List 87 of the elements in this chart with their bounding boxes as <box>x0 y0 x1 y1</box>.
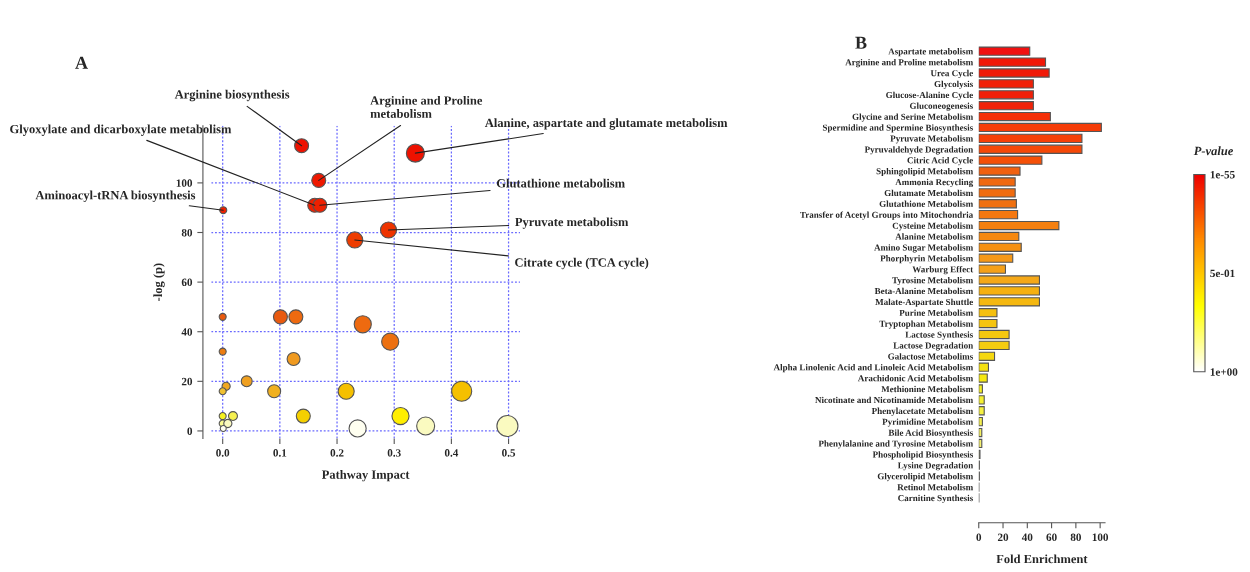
color-bar-label: 5e-01 <box>1210 269 1235 278</box>
y-tick-label: Phenylalanine and Tyrosine Metabolism <box>818 440 974 449</box>
annotation: Arginine biosynthesis <box>174 89 290 102</box>
y-tick-label: Ammonia Recycling <box>895 178 974 188</box>
x-tick-label: 20 <box>997 533 1009 542</box>
y-tick-label: 60 <box>181 278 193 287</box>
annotation: Arginine and Proline metabolism <box>370 95 483 118</box>
y-tick-label: 100 <box>176 179 193 187</box>
y-tick-label: 20 <box>181 377 193 386</box>
y-tick-label: Galactose Metabolims <box>888 353 973 360</box>
x-tick-label: 0.4 <box>444 449 459 457</box>
y-tick-label: Alanine Metabolism <box>895 233 974 240</box>
x-tick-label: 0.5 <box>502 449 516 457</box>
y-tick-label: Arachidonic Acid Metabolism <box>857 374 974 382</box>
y-tick-label: Bile Acid Biosynthesis <box>888 429 973 438</box>
annotation: Citrate cycle (TCA cycle) <box>515 257 649 270</box>
y-tick-label: Cysteine Metabolism <box>892 222 974 231</box>
y-tick-label: Glucose-Alanine Cycle <box>886 91 973 100</box>
y-tick-label: Pyruvaldehyde Degradation <box>864 146 974 155</box>
y-tick-label: Beta-Alanine Metabolism <box>874 287 974 295</box>
y-tick-label: Phospholipid Biosynthesis <box>872 451 973 460</box>
y-tick-label: Phenylacetate Metabolism <box>871 407 974 416</box>
y-tick-label: 80 <box>181 228 193 237</box>
y-tick-label: Carnitine Synthesis <box>898 494 973 503</box>
y-tick-label: Lactose Degradation <box>893 342 974 351</box>
y-tick-label: Tryptophan Metabolism <box>879 320 974 329</box>
y-tick-label: Amino Sugar Metabolism <box>874 244 974 253</box>
y-tick-label: Sphingolipid Metabolism <box>876 167 974 177</box>
color-bar-label: 1e+00 <box>1210 368 1238 376</box>
annotation: Pyruvate metabolism <box>515 217 629 229</box>
y-tick-label: Tyrosine Metabolism <box>892 276 974 286</box>
y-tick-label: Glycerolipid Metabolism <box>877 472 974 482</box>
y-tick-label: Urea Cycle <box>930 69 973 79</box>
y-tick-label: Transfer of Acetyl Groups into Mitochondria <box>800 211 974 220</box>
y-tick-label: Spermidine and Spermine Biosynthesis <box>822 124 973 133</box>
annotation: Alanine, aspartate and glutamate metabolism <box>484 118 728 130</box>
y-axis-title: -log (p) <box>153 263 165 301</box>
y-tick-label: Glutamate Metabolism <box>884 189 974 197</box>
x-axis-title: Pathway Impact <box>321 469 410 482</box>
x-tick-label: 80 <box>1070 533 1081 542</box>
y-tick-label: Nicotinate and Nicotinamide Metabolism <box>815 396 974 404</box>
bar <box>978 122 1102 133</box>
chart-title: A <box>75 56 88 69</box>
x-tick-label: 0.3 <box>387 449 401 457</box>
y-tick-label: Lysine Degradation <box>897 462 974 471</box>
x-tick-label: 60 <box>1046 533 1057 542</box>
annotation: Glyoxylate and dicarboxylate metabolism <box>10 124 232 136</box>
bar <box>978 318 998 329</box>
y-tick-label: Glutathione Metabolism <box>879 200 974 207</box>
x-axis-title: Fold Enrichment <box>996 554 1088 564</box>
y-tick-label: Gluconeogenesis <box>909 102 973 111</box>
y-tick-label: Purine Metabolism <box>899 309 974 316</box>
y-tick-label: Aspartate metabolism <box>888 48 974 57</box>
y-tick-label: Warburg Effect <box>912 265 974 275</box>
y-tick-label: Malate-Aspartate Shuttle <box>875 298 973 307</box>
annotation: Glutathione metabolism <box>496 178 625 188</box>
x-tick-label: 0.0 <box>216 449 230 457</box>
y-tick-label: Glycolysis <box>934 80 973 89</box>
y-tick-label: Alpha Linolenic Acid and Linoleic Acid Metabolism <box>773 364 974 373</box>
bar <box>978 417 983 427</box>
x-tick-label: 0 <box>976 533 982 542</box>
bar <box>978 111 1051 122</box>
y-tick-label: Pyruvate Metabolism <box>890 135 974 144</box>
bar <box>978 329 1010 340</box>
bar <box>978 340 1010 351</box>
x-tick-label: 100 <box>1092 533 1109 542</box>
y-tick-label: Glycine and Serine Metabolism <box>852 113 974 122</box>
chart-title: B <box>855 36 867 49</box>
y-tick-label: Phorphyrin Metabolism <box>880 255 974 264</box>
color-bar-label: 1e-55 <box>1210 170 1235 179</box>
bar <box>978 209 1019 220</box>
y-tick-label: Retinol Metabolism <box>897 483 974 491</box>
bar <box>978 133 1083 144</box>
bar <box>978 220 1060 231</box>
color-bar-title: P-value <box>1193 146 1234 156</box>
y-tick-label: Lactose Synthesis <box>905 331 973 340</box>
x-tick-label: 40 <box>1021 533 1033 542</box>
y-tick-label: 40 <box>181 328 193 336</box>
annotation: Aminoacyl-tRNA biosynthesis <box>35 190 196 202</box>
y-tick-label: 0 <box>187 427 193 435</box>
bar <box>978 231 1020 242</box>
x-tick-label: 0.1 <box>273 449 287 457</box>
y-tick-label: Methionine Metabolism <box>881 385 974 393</box>
y-tick-label: Citric Acid Cycle <box>907 157 973 166</box>
y-tick-label: Arginine and Proline metabolism <box>845 58 974 68</box>
y-tick-label: Pyrimidine Metabolism <box>882 418 974 427</box>
x-tick-label: 0.2 <box>330 449 344 457</box>
